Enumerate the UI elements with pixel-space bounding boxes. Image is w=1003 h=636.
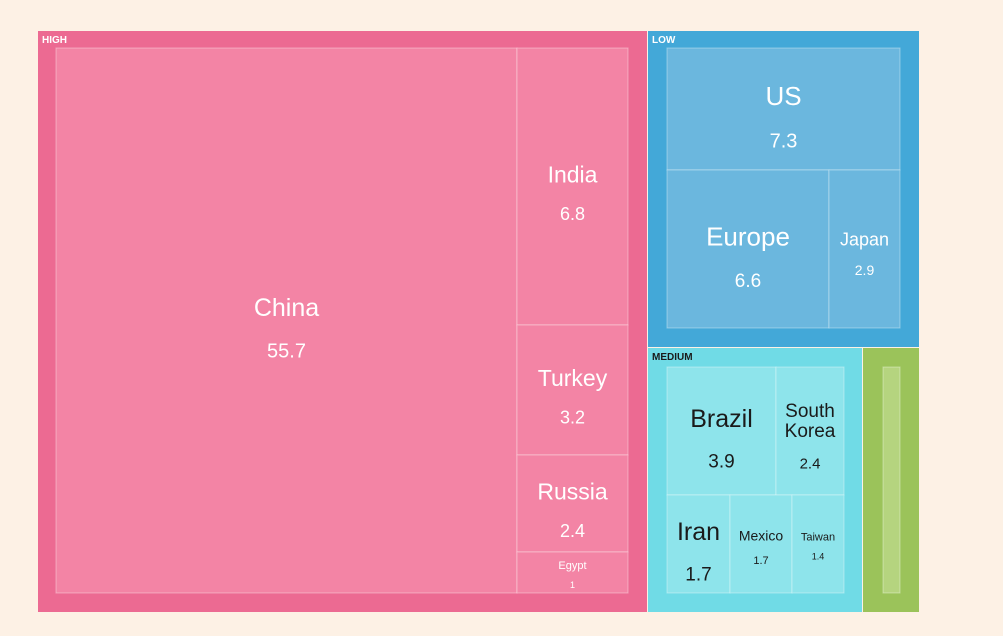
tile-egypt — [516, 551, 629, 594]
tile-iran — [666, 494, 731, 594]
tile-label-brazil: Brazil — [690, 405, 753, 433]
tile-value-mexico: 1.7 — [753, 555, 768, 567]
group-label-low: LOW — [652, 35, 676, 46]
tile-value-brazil: 3.9 — [708, 452, 734, 473]
tile-value-china: 55.7 — [267, 340, 306, 362]
tile-label-iran: Iran — [677, 518, 720, 546]
tile-label-europe: Europe — [706, 221, 790, 251]
tile-us — [666, 47, 901, 171]
tile-other-item — [882, 366, 901, 594]
group-label-medium: MEDIUM — [652, 352, 693, 363]
tile-value-us: 7.3 — [770, 130, 798, 152]
group-label-high: HIGH — [42, 35, 67, 46]
tile-label-japan: Japan — [840, 229, 889, 249]
tile-value-russia: 2.4 — [560, 521, 585, 541]
tile-value-india: 6.8 — [560, 204, 585, 224]
tile-russia — [516, 454, 629, 553]
tile-mexico — [729, 494, 793, 594]
tile-europe — [666, 169, 830, 329]
tile-label-russia: Russia — [537, 478, 608, 504]
tile-south-korea — [775, 366, 845, 496]
tile-value-japan: 2.9 — [855, 262, 875, 278]
tile-label-china: China — [254, 294, 319, 322]
tile-taiwan — [791, 494, 845, 594]
tile-label-south-korea: South Korea — [785, 401, 836, 442]
tile-turkey — [516, 324, 629, 456]
tile-value-taiwan: 1.4 — [812, 551, 825, 561]
tile-japan — [828, 169, 901, 329]
tile-value-south-korea: 2.4 — [800, 456, 821, 473]
tile-label-mexico: Mexico — [739, 528, 784, 544]
tile-value-turkey: 3.2 — [560, 408, 585, 428]
tile-label-taiwan: Taiwan — [801, 532, 835, 544]
tile-value-iran: 1.7 — [685, 565, 711, 586]
tile-value-egypt: 1 — [570, 580, 575, 590]
tile-india — [516, 47, 629, 326]
tile-china — [55, 47, 518, 594]
tile-label-turkey: Turkey — [538, 365, 608, 391]
tile-label-india: India — [548, 161, 598, 187]
tile-label-us: US — [765, 81, 801, 111]
tile-brazil — [666, 366, 777, 496]
tile-label-egypt: Egypt — [558, 560, 586, 572]
tile-value-europe: 6.6 — [735, 271, 761, 292]
